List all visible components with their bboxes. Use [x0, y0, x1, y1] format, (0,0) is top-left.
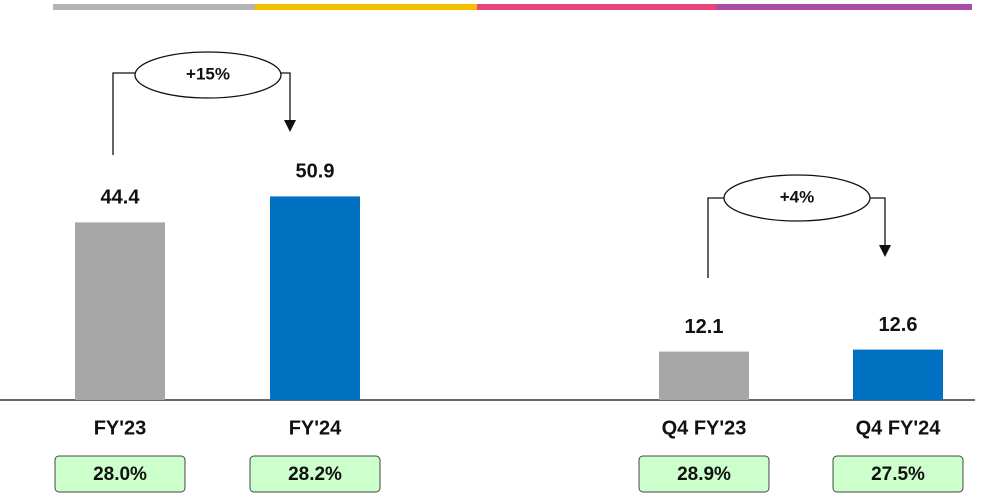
stripe	[477, 4, 716, 10]
x-tick-label: FY'24	[289, 417, 342, 439]
annotation-ellipse	[134, 51, 282, 99]
margin-label: 28.2%	[288, 464, 342, 485]
annotation-label: +4%	[780, 187, 815, 206]
value-label: 12.1	[685, 316, 724, 338]
margin-label: 27.5%	[871, 464, 925, 485]
margin-box	[638, 455, 770, 493]
bar	[853, 349, 943, 400]
bar	[270, 196, 360, 400]
arrow-head	[284, 120, 296, 132]
stripe	[53, 4, 255, 10]
annotation-label: +15%	[186, 64, 230, 83]
annotation-ellipse	[723, 174, 871, 222]
margin-box	[832, 455, 964, 493]
x-tick-label: Q4 FY'24	[856, 417, 942, 439]
margin-box	[54, 455, 186, 493]
stripe	[716, 4, 972, 10]
margin-label: 28.9%	[677, 464, 731, 485]
bracket	[707, 197, 886, 278]
value-label: 50.9	[296, 161, 335, 183]
x-tick-label: FY'23	[94, 417, 147, 439]
stripe	[255, 4, 477, 10]
x-tick-label: Q4 FY'23	[662, 417, 747, 439]
bar	[75, 222, 165, 400]
value-label: 44.4	[101, 187, 141, 209]
margin-box	[249, 455, 381, 493]
margin-label: 28.0%	[93, 464, 147, 485]
value-label: 12.6	[879, 314, 918, 336]
bar	[659, 351, 749, 400]
arrow-head	[879, 245, 891, 257]
bracket	[112, 72, 291, 155]
